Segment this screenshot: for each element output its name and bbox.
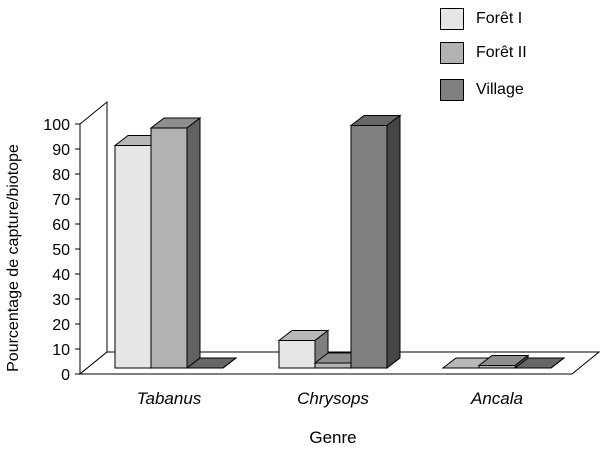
bar-tabanus-2: [185, 357, 238, 369]
bar-side: [386, 114, 401, 370]
legend-label-village: Village: [476, 81, 524, 98]
bar-side: [186, 116, 201, 370]
y-tick-label: 90: [52, 142, 70, 159]
bar-front: [150, 127, 188, 369]
y-tick-label: 30: [52, 292, 70, 309]
bar-tabanus-1: [149, 116, 202, 370]
bar-chrysops-2: [349, 114, 402, 370]
legend-label-foret-i: Forêt I: [476, 10, 523, 27]
bar-front: [350, 125, 388, 369]
y-tick-label: 100: [43, 117, 70, 134]
x-axis-label: Genre: [0, 428, 600, 448]
bar-ancala-2: [513, 357, 566, 369]
y-tick-label: 10: [52, 342, 70, 359]
legend-swatch-foret-i: [440, 8, 464, 30]
chart-ticks: 0 10 20 30 40 50 60 70 80 90 100 Tabanus Chrysops Anc…: [43, 117, 523, 408]
x-tick-label-chrysops: Chrysops: [297, 389, 369, 408]
legend-label-foret-ii: Forêt II: [476, 44, 527, 61]
bar-ancala-1: [477, 354, 530, 370]
y-axis-label-text: Pourcentage de capture/biotope: [5, 144, 22, 372]
y-tick-label: 40: [52, 267, 70, 284]
x-tick-label-tabanus: Tabanus: [137, 389, 202, 408]
bar-front: [278, 340, 316, 369]
legend-swatch-village: [440, 79, 464, 101]
bar-front: [114, 145, 152, 369]
y-tick-label: 0: [61, 367, 70, 384]
bar-side: [550, 357, 565, 369]
bar-front: [314, 362, 352, 369]
legend-swatch-foret-ii: [440, 42, 464, 64]
legend-item-foret-ii: Forêt II: [440, 40, 527, 66]
y-tick-label: 20: [52, 317, 70, 334]
legend-item-foret-i: Forêt I: [440, 6, 522, 32]
y-tick-label: 70: [52, 192, 70, 209]
y-tick-label: 60: [52, 217, 70, 234]
bar-chrysops-0: [277, 329, 330, 370]
y-tick-label: 80: [52, 167, 70, 184]
side-wall: [79, 100, 108, 376]
legend-item-village: Village: [440, 77, 524, 103]
y-tick-label: 50: [52, 242, 70, 259]
x-axis-label-text: Genre: [309, 428, 357, 447]
chart-bars: [113, 114, 566, 370]
x-tick-label-ancala: Ancala: [470, 389, 523, 408]
bar-side: [222, 357, 237, 369]
